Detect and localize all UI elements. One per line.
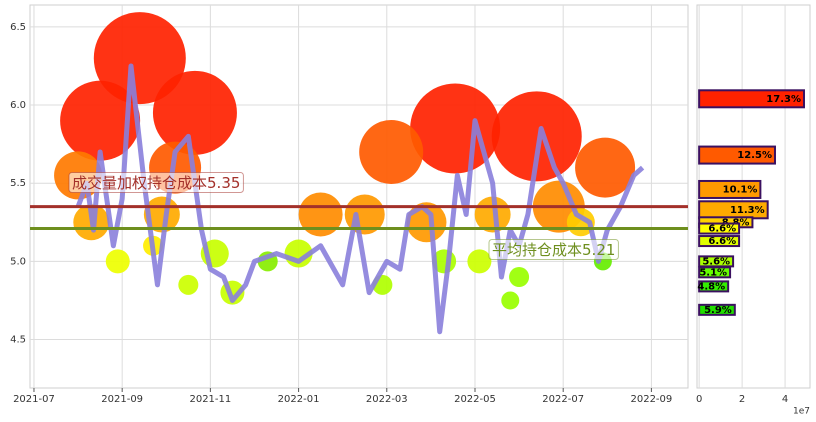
bubble: [178, 274, 199, 295]
bubble: [491, 91, 582, 182]
bubble: [467, 249, 492, 274]
share-label: 5.9%: [704, 305, 732, 316]
y-tick-label: 6.5: [10, 22, 26, 33]
bubble: [575, 137, 636, 198]
annotation-value: 5.21: [582, 241, 615, 259]
x-tick-label: 4: [782, 394, 788, 405]
volume-bar: [698, 235, 741, 248]
share-label: 5.6%: [702, 256, 730, 267]
x-tick-label: 2022-01: [278, 394, 320, 405]
x-tick-label: 2021-11: [189, 394, 231, 405]
share-label: 12.5%: [737, 150, 772, 161]
cost-annotation: 成交量加权持仓成本5.35: [68, 172, 244, 193]
volume-bar: [698, 179, 762, 199]
bubble: [105, 249, 130, 274]
share-label: 11.3%: [730, 205, 765, 216]
x-tick-label: 2022-03: [366, 394, 408, 405]
volume-bar: [698, 280, 730, 293]
x-tick-label: 2: [739, 394, 745, 405]
x-tick-label: 2021-09: [101, 394, 143, 405]
bubble: [93, 12, 186, 105]
x-tick-label: 2022-09: [630, 394, 672, 405]
price-line: [75, 63, 645, 335]
y-tick-label: 4.5: [10, 335, 26, 346]
volume-bar: [698, 303, 736, 316]
side-plot-frame: [696, 4, 811, 389]
bubble: [60, 80, 141, 161]
share-label: 6.6%: [708, 236, 736, 247]
bubble: [410, 83, 501, 174]
annotation-value: 5.35: [207, 174, 240, 192]
y-tick-label: 5.0: [10, 256, 26, 267]
annotation-label: 平均持仓成本: [492, 241, 582, 259]
bubble: [501, 291, 520, 310]
y-tick-label: 5.5: [10, 178, 26, 189]
share-label: 10.1%: [723, 184, 758, 195]
x-tick-label: 0: [696, 394, 702, 405]
annotation-box: [488, 239, 619, 260]
volume-bar: [698, 266, 732, 279]
volume-bar: [698, 145, 776, 165]
share-label: 5.1%: [699, 267, 727, 278]
share-label: 17.3%: [766, 94, 801, 105]
main-plot-frame: [29, 4, 689, 389]
bubble: [152, 70, 237, 155]
volume-bar: [698, 222, 741, 235]
annotation-label: 成交量加权持仓成本: [72, 174, 207, 192]
annotation-text: 成交量加权持仓成本5.35: [72, 174, 240, 192]
y-tick-label: 6.0: [10, 100, 26, 111]
annotation-text: 平均持仓成本5.21: [492, 241, 615, 259]
annotation-box: [68, 172, 244, 193]
volume-bar: [698, 89, 805, 109]
cost-annotation: 平均持仓成本5.21: [488, 239, 619, 260]
x-offset-label: 1e7: [793, 407, 810, 417]
share-label: 4.8%: [697, 281, 725, 292]
share-label: 6.6%: [708, 224, 736, 235]
bubble: [359, 119, 424, 184]
x-tick-label: 2022-05: [454, 394, 496, 405]
bubble: [509, 267, 530, 288]
x-tick-label: 2021-07: [13, 394, 55, 405]
x-tick-label: 2022-07: [542, 394, 584, 405]
bubble: [298, 192, 343, 237]
